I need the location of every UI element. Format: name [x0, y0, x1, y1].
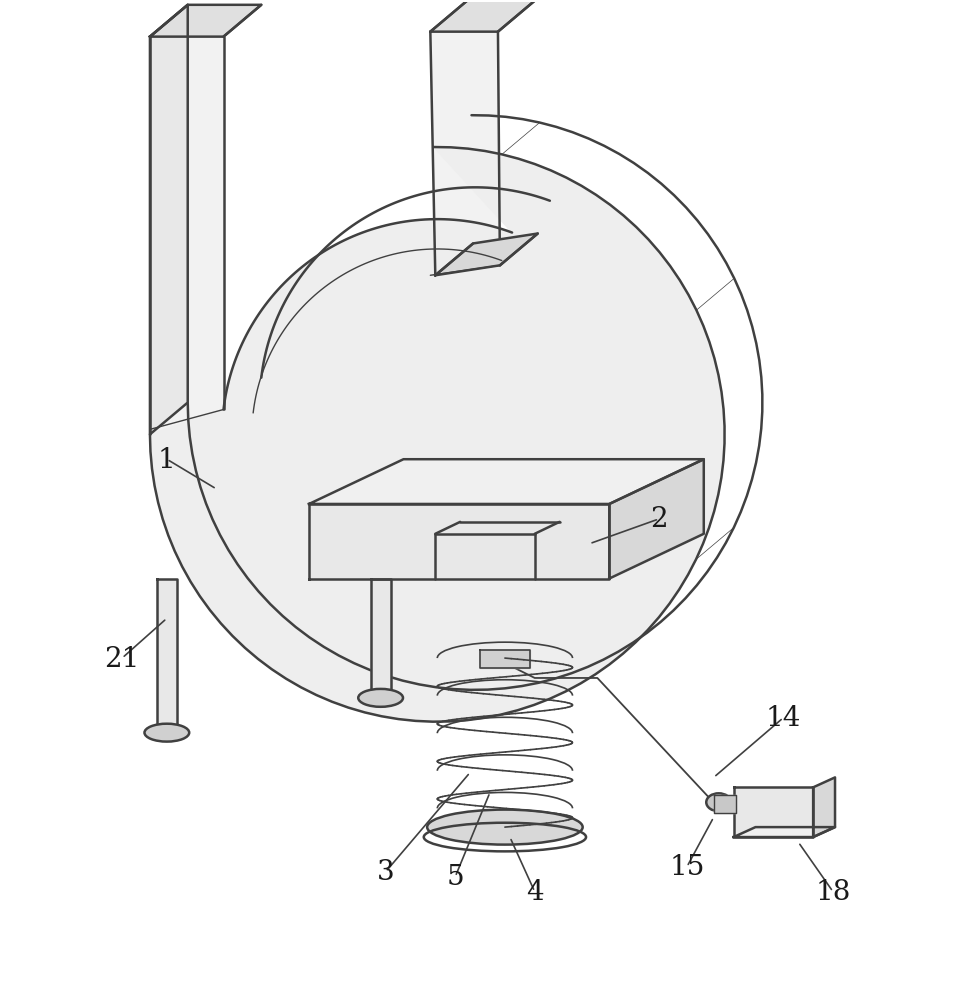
Polygon shape	[156, 579, 177, 733]
Polygon shape	[480, 650, 530, 668]
Ellipse shape	[705, 793, 731, 811]
Polygon shape	[430, 1, 535, 33]
Polygon shape	[149, 38, 224, 435]
Polygon shape	[733, 827, 834, 837]
Polygon shape	[713, 795, 735, 813]
Text: 5: 5	[446, 864, 463, 891]
Ellipse shape	[427, 810, 582, 845]
Polygon shape	[309, 504, 609, 579]
Text: 2: 2	[650, 506, 667, 533]
Polygon shape	[812, 777, 834, 837]
Polygon shape	[149, 6, 188, 435]
Polygon shape	[309, 460, 404, 579]
Ellipse shape	[145, 724, 189, 742]
Polygon shape	[609, 460, 703, 579]
Polygon shape	[149, 148, 724, 722]
Text: 14: 14	[765, 705, 800, 732]
Text: 3: 3	[376, 859, 394, 886]
Polygon shape	[435, 235, 537, 276]
Ellipse shape	[358, 689, 403, 707]
Text: 18: 18	[815, 879, 850, 906]
Text: 1: 1	[158, 446, 176, 473]
Polygon shape	[309, 460, 703, 504]
Polygon shape	[430, 33, 499, 276]
Polygon shape	[370, 579, 390, 698]
Text: 21: 21	[105, 645, 140, 672]
Polygon shape	[149, 6, 261, 38]
Text: 15: 15	[668, 854, 703, 881]
Text: 4: 4	[526, 879, 543, 906]
Polygon shape	[733, 787, 812, 837]
